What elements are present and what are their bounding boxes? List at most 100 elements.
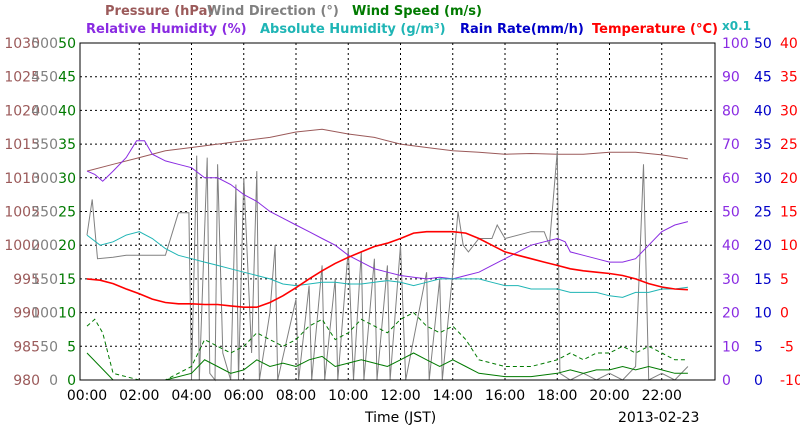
y-tick-label: 30 (754, 171, 772, 187)
y-tick-label: 80 (722, 103, 740, 119)
y-tick-label: 10 (722, 339, 740, 355)
y-tick-label: 100 (722, 36, 749, 52)
axes: 00:00 02:00 04:00 06:00 08:00 10:00 12:00 14:00… (4, 36, 800, 404)
y-tick-label: 20 (58, 238, 76, 254)
series-line (86, 140, 689, 280)
y-tick-label: 25 (754, 205, 772, 221)
y-tick-label: 985 (13, 339, 40, 355)
date-label: 2013-02-23 (618, 410, 699, 426)
series-line (86, 150, 689, 382)
plot-frame (79, 42, 716, 381)
y-tick-label: 40 (754, 103, 772, 119)
y-tick-label: 980 (13, 373, 40, 389)
x-tick-label: 12:00 (380, 388, 420, 404)
y-tick-label: 350 (31, 137, 58, 153)
y-tick-label: 250 (31, 205, 58, 221)
legend-wind-direction: Wind Direction (°) (207, 4, 339, 19)
legend-temperature: Temperature (°C) (592, 22, 718, 37)
x-tick-label: 02:00 (119, 388, 159, 404)
y-tick-label: 70 (722, 137, 740, 153)
x-tick-label: 08:00 (276, 388, 316, 404)
y-tick-label: 30 (58, 171, 76, 187)
y-tick-label: 400 (31, 103, 58, 119)
legend-wind-speed: Wind Speed (m/s) (352, 4, 482, 19)
y-tick-label: 40 (58, 103, 76, 119)
y-tick-label: 50 (40, 339, 58, 355)
x-tick-label: 14:00 (433, 388, 473, 404)
y-tick-label: 20 (754, 238, 772, 254)
y-tick-label: 35 (754, 137, 772, 153)
x-tick-label: 06:00 (224, 388, 264, 404)
y-tick-label: 1015 (4, 137, 40, 153)
x-axis-label: Time (JST) (364, 410, 436, 426)
y-tick-label: 90 (722, 70, 740, 86)
y-tick-label: 150 (31, 272, 58, 288)
legend-absolute-humidity: Absolute Humidity (g/m³) (260, 22, 446, 37)
y-tick-label: -10 (780, 373, 800, 389)
x-tick-label: 22:00 (642, 388, 682, 404)
y-tick-label: 5 (780, 272, 789, 288)
y-tick-label: 40 (722, 238, 740, 254)
series-line (86, 311, 688, 381)
y-tick-label: 1030 (4, 36, 40, 52)
y-tick-label: 995 (13, 272, 40, 288)
legend: Pressure (hPa) Wind Direction (°) Wind S… (86, 4, 751, 37)
x-tick-label: 18:00 (537, 388, 577, 404)
y-tick-label: 50 (754, 36, 772, 52)
y-tick-label: 500 (31, 36, 58, 52)
y-tick-label: 10 (754, 306, 772, 322)
y-tick-label: 10 (58, 306, 76, 322)
y-tick-label: 1005 (4, 205, 40, 221)
y-tick-label: 200 (31, 238, 58, 254)
y-tick-label: 40 (780, 36, 798, 52)
y-tick-label: 35 (58, 137, 76, 153)
y-tick-label: -5 (780, 339, 794, 355)
y-tick-label: 50 (722, 205, 740, 221)
y-tick-label: 990 (13, 306, 40, 322)
y-tick-label: 10 (780, 238, 798, 254)
y-tick-label: 300 (31, 171, 58, 187)
y-tick-label: 100 (31, 306, 58, 322)
y-tick-label: 1010 (4, 171, 40, 187)
legend-pressure: Pressure (hPa) (105, 4, 213, 19)
y-tick-label: 1000 (4, 238, 40, 254)
y-tick-label: 45 (754, 70, 772, 86)
y-tick-label: 0 (67, 373, 76, 389)
y-tick-label: 1025 (4, 70, 40, 86)
y-tick-label: 20 (722, 306, 740, 322)
y-tick-label: 450 (31, 70, 58, 86)
x-tick-label: 04:00 (171, 388, 211, 404)
y-tick-label: 15 (754, 272, 772, 288)
series-line (86, 128, 688, 172)
legend-relative-humidity: Relative Humidity (%) (86, 22, 247, 37)
series-line (86, 352, 688, 381)
y-tick-label: 5 (67, 339, 76, 355)
y-tick-label: 30 (722, 272, 740, 288)
x-tick-label: 16:00 (485, 388, 525, 404)
y-tick-label: 35 (780, 70, 798, 86)
y-tick-label: 20 (780, 171, 798, 187)
plot-grid (80, 43, 715, 380)
y-tick-label: 0 (49, 373, 58, 389)
y-tick-label: 1020 (4, 103, 40, 119)
y-tick-label: 0 (754, 373, 763, 389)
y-tick-label: 45 (58, 70, 76, 86)
x-tick-label: 10:00 (328, 388, 368, 404)
y-tick-label: 30 (780, 103, 798, 119)
y-tick-label: 15 (780, 205, 798, 221)
y-tick-label: 0 (722, 373, 731, 389)
x-tick-label: 20:00 (589, 388, 629, 404)
y-tick-label: 5 (754, 339, 763, 355)
series-lines (86, 128, 689, 382)
legend-rain-rate: Rain Rate(mm/h) (460, 22, 584, 37)
y-tick-label: 50 (58, 36, 76, 52)
series-line (86, 230, 688, 308)
abs-humidity-scale-note: x0.1 (722, 19, 751, 33)
y-tick-label: 25 (780, 137, 798, 153)
y-tick-label: 60 (722, 171, 740, 187)
y-tick-label: 25 (58, 205, 76, 221)
x-tick-label: 00:00 (67, 388, 107, 404)
series-line (86, 231, 688, 298)
y-tick-label: 15 (58, 272, 76, 288)
